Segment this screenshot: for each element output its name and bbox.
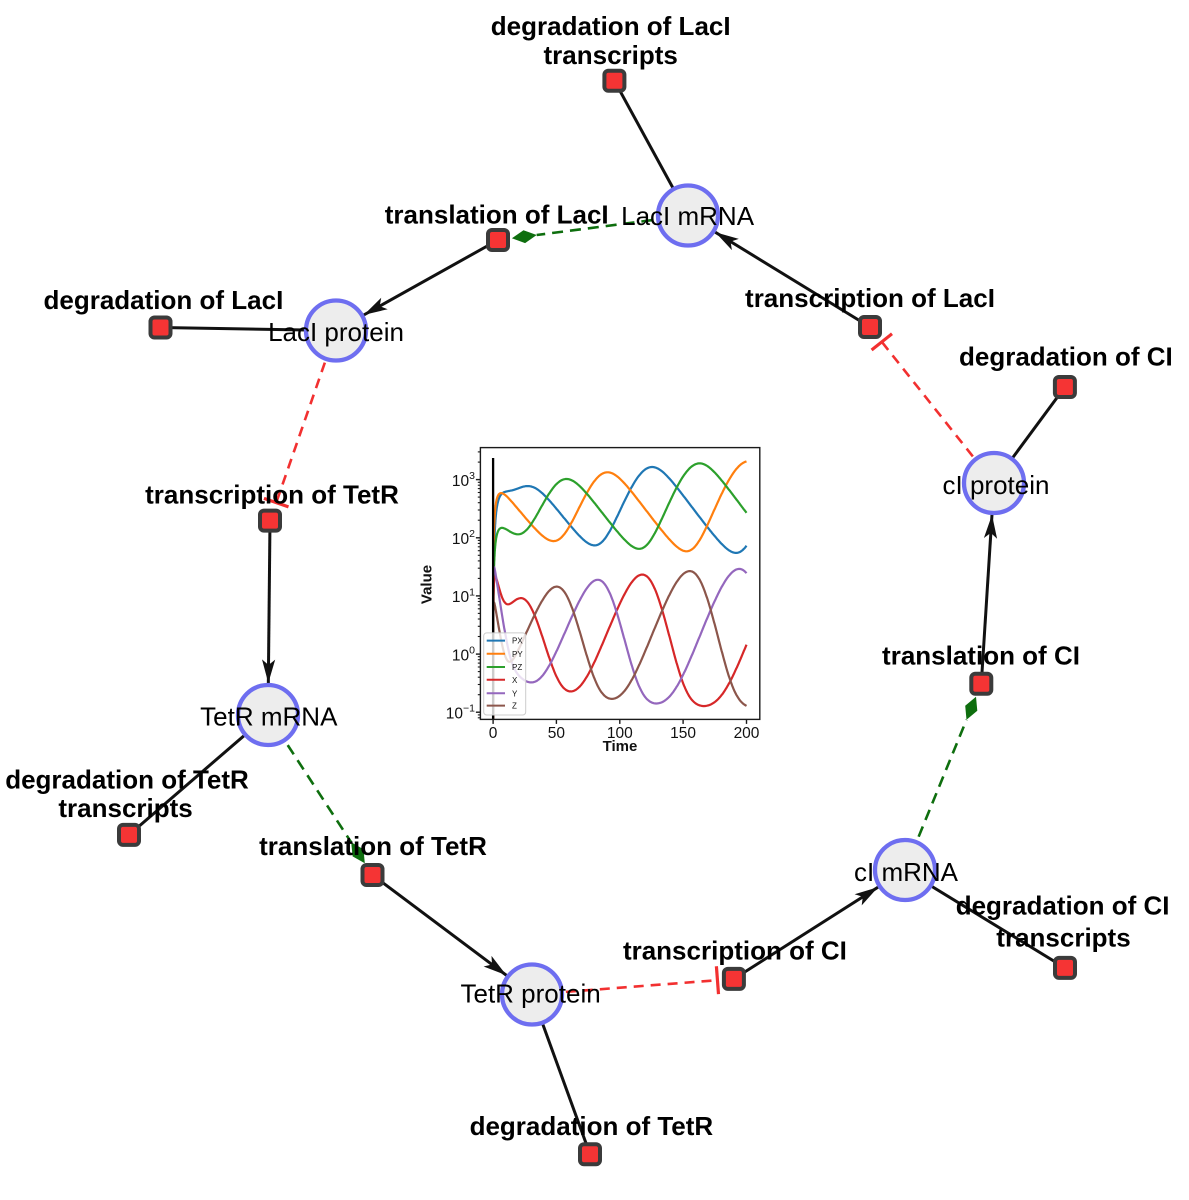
svg-text:PZ: PZ	[512, 663, 522, 672]
svg-text:100: 100	[607, 725, 633, 742]
svg-text:Z: Z	[512, 702, 517, 711]
svg-text:PX: PX	[512, 637, 523, 646]
svg-text:150: 150	[670, 725, 696, 742]
svg-text:transcription of CI: transcription of CI	[623, 936, 847, 966]
svg-text:translation of LacI: translation of LacI	[385, 200, 609, 230]
svg-text:cI mRNA: cI mRNA	[854, 857, 959, 887]
svg-text:transcription of TetR: transcription of TetR	[145, 480, 399, 510]
svg-text:transcripts: transcripts	[996, 922, 1130, 952]
svg-text:transcription of LacI: transcription of LacI	[745, 283, 995, 313]
svg-text:degradation of LacI: degradation of LacI	[491, 11, 731, 41]
svg-text:transcripts: transcripts	[544, 40, 678, 70]
svg-text:Time: Time	[603, 738, 638, 755]
svg-text:translation of TetR: translation of TetR	[259, 831, 487, 861]
svg-text:degradation of CI: degradation of CI	[956, 890, 1170, 920]
svg-text:degradation of CI: degradation of CI	[959, 341, 1173, 371]
svg-text:degradation of TetR: degradation of TetR	[5, 765, 249, 795]
svg-text:X: X	[512, 676, 518, 685]
svg-text:LacI protein: LacI protein	[268, 317, 404, 347]
svg-text:0: 0	[489, 725, 498, 742]
svg-text:Y: Y	[512, 689, 518, 698]
svg-text:50: 50	[548, 725, 566, 742]
svg-text:translation of CI: translation of CI	[882, 641, 1080, 671]
svg-text:degradation of LacI: degradation of LacI	[43, 285, 283, 315]
svg-text:TetR mRNA: TetR mRNA	[200, 702, 338, 732]
svg-text:transcripts: transcripts	[58, 793, 192, 823]
svg-text:TetR protein: TetR protein	[461, 979, 601, 1009]
svg-text:PY: PY	[512, 650, 523, 659]
svg-text:200: 200	[734, 725, 760, 742]
svg-text:LacI mRNA: LacI mRNA	[621, 201, 755, 231]
svg-text:cI protein: cI protein	[943, 470, 1050, 500]
svg-text:degradation of TetR: degradation of TetR	[470, 1111, 714, 1141]
svg-text:Value: Value	[418, 565, 435, 604]
